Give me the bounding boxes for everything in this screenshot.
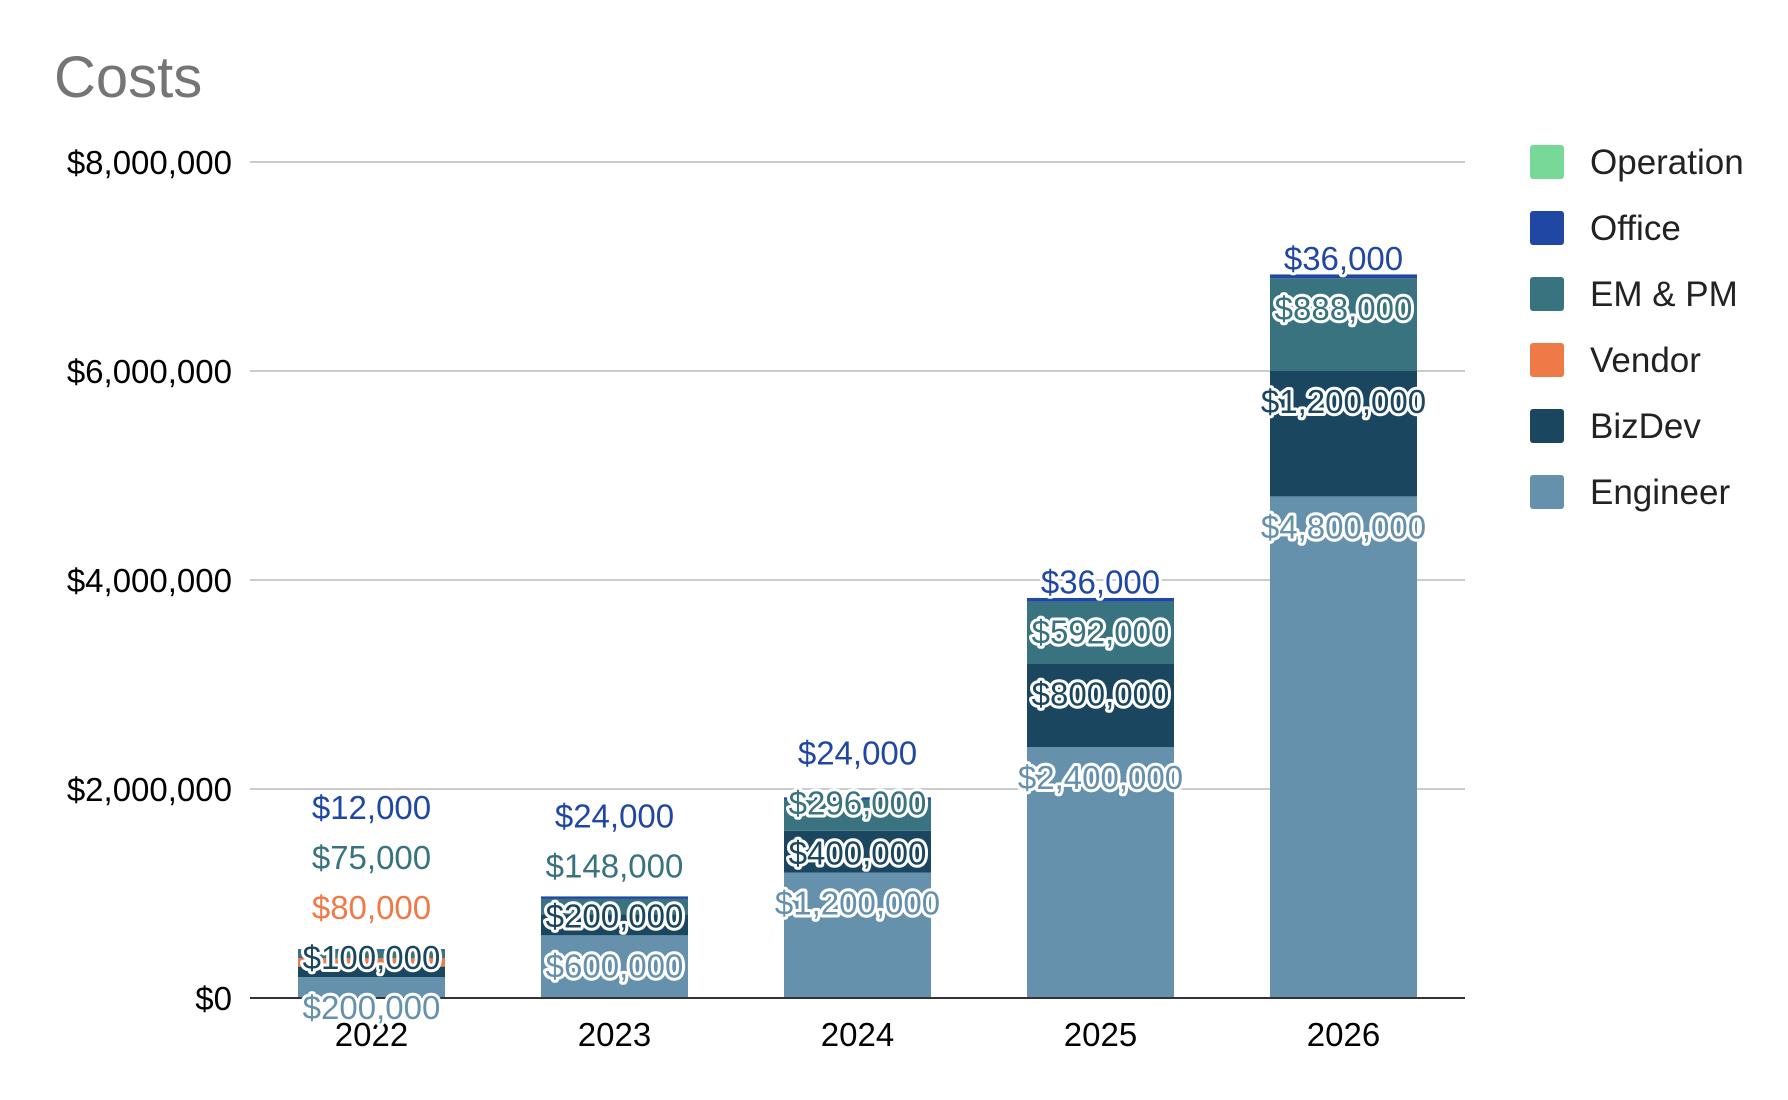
y-tick-label: $2,000,000	[67, 771, 232, 808]
data-label-em-and-pm-2024: $296,000	[789, 785, 927, 822]
legend-item-em-and-pm[interactable]: EM & PM	[1530, 275, 1738, 314]
bar-em-and-pm-2023	[541, 898, 688, 915]
x-tick-label-2026: 2026	[1307, 1016, 1380, 1053]
x-tick-label-2024: 2024	[821, 1016, 894, 1053]
legend-item-vendor[interactable]: Vendor	[1530, 341, 1701, 380]
data-label-bizdev-2025: $800,000	[1032, 676, 1170, 713]
legend[interactable]: Operation Office EM & PM Vendor BizDev Engine…	[1530, 143, 1744, 512]
data-label-engineer-2022: $200,000	[303, 989, 441, 1026]
bar-office-2024	[784, 797, 931, 800]
bar-bizdev-2023	[541, 914, 688, 936]
bar-engineer-2025	[1027, 747, 1174, 998]
data-label-engineer-2025: $2,400,000	[1018, 759, 1183, 796]
bar-office-2025	[1027, 597, 1174, 602]
data-label-em-and-pm-2022: $75,000	[312, 839, 431, 876]
legend-label-office: Office	[1590, 209, 1681, 248]
bar-em-and-pm-2022	[298, 950, 445, 959]
x-tick-label-2025: 2025	[1064, 1016, 1137, 1053]
legend-swatch-operation	[1530, 145, 1564, 179]
data-label-em-and-pm-2023: $148,000	[546, 847, 684, 884]
legend-item-engineer[interactable]: Engineer	[1530, 473, 1730, 512]
legend-swatch-bizdev	[1530, 409, 1564, 443]
legend-swatch-em-and-pm	[1530, 277, 1564, 311]
data-label-bizdev-2024: $400,000	[789, 835, 927, 872]
legend-item-office[interactable]: Office	[1530, 209, 1681, 248]
data-label-office-2023: $24,000	[555, 797, 674, 834]
bar-engineer-2022	[298, 977, 445, 998]
bar-office-2022	[298, 949, 445, 951]
x-axis-tick-labels: 2022 2023 2024 2025 2026	[335, 1016, 1380, 1053]
legend-label-em-and-pm: EM & PM	[1590, 275, 1738, 314]
y-tick-label: $6,000,000	[67, 353, 232, 390]
bar-engineer-2023	[541, 935, 688, 998]
data-label-office-2024: $24,000	[798, 735, 917, 772]
data-label-office-2025: $36,000	[1041, 564, 1160, 601]
legend-label-bizdev: BizDev	[1590, 407, 1701, 446]
y-tick-label: $4,000,000	[67, 562, 232, 599]
legend-item-bizdev[interactable]: BizDev	[1530, 407, 1701, 446]
bar-bizdev-2026	[1270, 371, 1417, 497]
x-tick-label-2022: 2022	[335, 1016, 408, 1053]
bars	[298, 274, 1417, 998]
data-label-engineer-2026: $4,800,000	[1261, 508, 1426, 545]
legend-item-operation[interactable]: Operation	[1530, 143, 1744, 182]
legend-label-vendor: Vendor	[1590, 341, 1701, 380]
data-labels: $200,000 $100,000 $80,000 $75,000 $12,000 $60…	[300, 237, 1429, 1029]
data-label-engineer-2024: $1,200,000	[775, 885, 940, 922]
legend-swatch-engineer	[1530, 475, 1564, 509]
y-tick-label: $8,000,000	[67, 144, 232, 181]
data-label-bizdev-2022: $100,000	[303, 939, 441, 976]
bar-bizdev-2025	[1027, 663, 1174, 748]
chart-title: Costs	[54, 45, 202, 110]
data-label-vendor-2022: $80,000	[312, 889, 431, 926]
data-label-office-2026: $36,000	[1284, 240, 1403, 277]
legend-label-operation: Operation	[1590, 143, 1744, 182]
bar-bizdev-2022	[298, 966, 445, 978]
bar-office-2026	[1270, 274, 1417, 279]
bar-bizdev-2024	[784, 830, 931, 873]
legend-swatch-vendor	[1530, 343, 1564, 377]
data-label-bizdev-2026: $1,200,000	[1261, 383, 1426, 420]
bar-engineer-2026	[1270, 496, 1417, 998]
y-axis-tick-labels: $0 $2,000,000 $4,000,000 $6,000,000 $8,000,0…	[67, 144, 232, 1017]
bar-office-2023	[541, 896, 688, 899]
bar-vendor-2022	[298, 958, 445, 967]
data-label-engineer-2023: $600,000	[546, 947, 684, 984]
gridlines	[250, 161, 1465, 790]
bar-engineer-2024	[784, 872, 931, 998]
bar-em-and-pm-2025	[1027, 601, 1174, 664]
data-label-office-2022: $12,000	[312, 789, 431, 826]
y-tick-label: $0	[195, 980, 232, 1017]
x-tick-label-2023: 2023	[578, 1016, 651, 1053]
bar-em-and-pm-2026	[1270, 278, 1417, 371]
data-label-em-and-pm-2026: $888,000	[1275, 290, 1413, 327]
legend-swatch-office	[1530, 211, 1564, 245]
bar-em-and-pm-2024	[784, 799, 931, 831]
data-label-em-and-pm-2025: $592,000	[1032, 614, 1170, 651]
legend-label-engineer: Engineer	[1590, 473, 1730, 512]
data-label-bizdev-2023: $200,000	[546, 897, 684, 934]
